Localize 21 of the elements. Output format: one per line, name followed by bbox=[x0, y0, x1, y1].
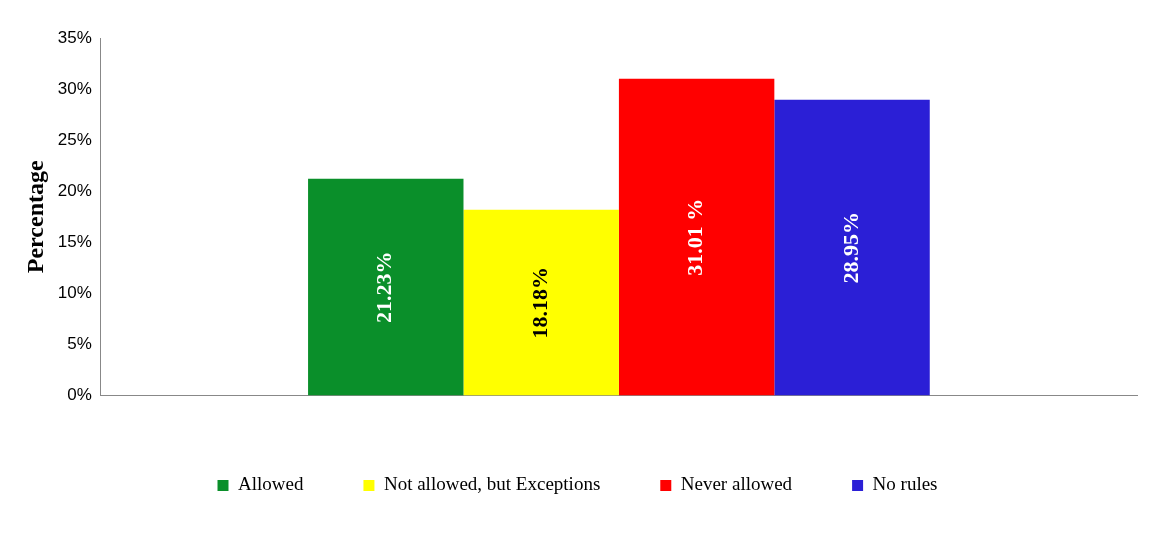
y-tick-label: 20% bbox=[57, 180, 92, 200]
y-tick-label: 30% bbox=[57, 78, 92, 98]
data-label: 21.23% bbox=[371, 251, 397, 323]
y-tick-label: 0% bbox=[67, 385, 92, 405]
y-tick-label: 10% bbox=[57, 283, 92, 303]
bar bbox=[774, 99, 930, 396]
bar bbox=[308, 178, 464, 396]
y-tick-label: 5% bbox=[67, 334, 92, 354]
legend-label: Allowed bbox=[238, 473, 304, 495]
bar bbox=[618, 78, 775, 396]
data-label: 31.01 % bbox=[682, 198, 708, 276]
legend-label: No rules bbox=[872, 473, 938, 495]
y-tick-label: 25% bbox=[57, 129, 92, 149]
y-tick-label: 35% bbox=[57, 27, 92, 47]
data-label: 18.18% bbox=[526, 266, 552, 339]
bar bbox=[463, 209, 619, 396]
legend-label: Not allowed, but Exceptions bbox=[383, 473, 601, 495]
legend-label: Never allowed bbox=[680, 473, 793, 495]
y-tick-label: 15% bbox=[57, 232, 92, 252]
y-axis-title: Percentage bbox=[21, 160, 48, 274]
data-label: 28.95% bbox=[837, 211, 863, 284]
